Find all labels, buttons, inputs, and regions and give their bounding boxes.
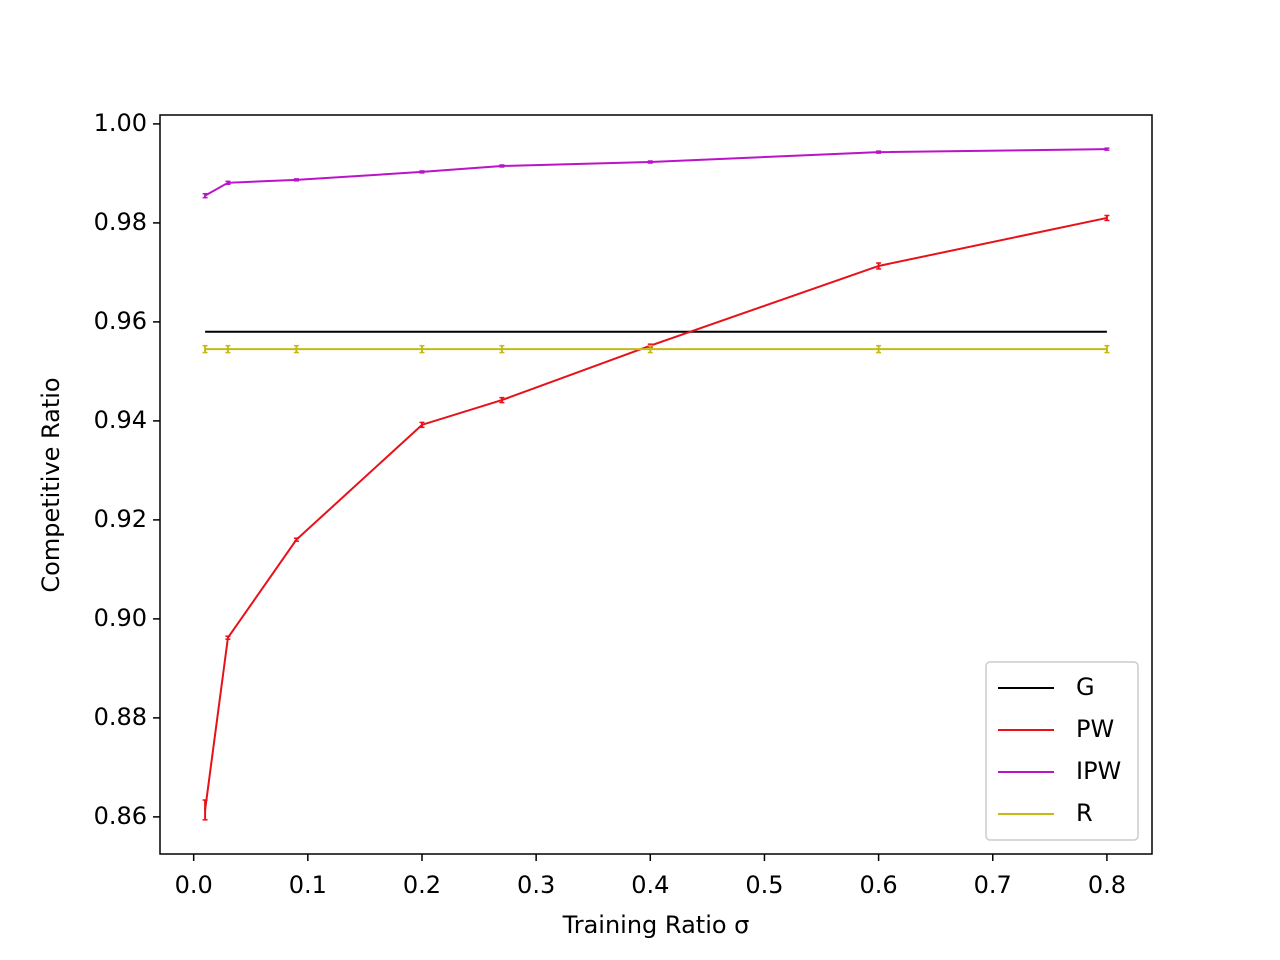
x-tick-label: 0.0 — [175, 871, 213, 899]
legend-box — [985, 661, 1139, 841]
y-tick-label: 1.00 — [94, 109, 147, 137]
y-tick-label: 0.96 — [94, 307, 147, 335]
y-tick-label: 0.92 — [94, 505, 147, 533]
x-tick-label: 0.5 — [745, 871, 783, 899]
x-tick-label: 0.8 — [1088, 871, 1126, 899]
y-axis-label: Competitive Ratio — [37, 377, 65, 592]
data-line — [204, 216, 1108, 811]
y-tick-label: 0.88 — [94, 703, 147, 731]
legend-label: PW — [1076, 715, 1114, 743]
legend-label: R — [1076, 799, 1093, 827]
x-tick-label: 0.7 — [974, 871, 1012, 899]
y-tick-label: 0.98 — [94, 208, 147, 236]
y-tick-label: 0.94 — [94, 406, 147, 434]
data-line — [204, 148, 1107, 197]
x-tick-label: 0.3 — [517, 871, 555, 899]
legend-label: IPW — [1076, 757, 1121, 785]
x-axis-label: Training Ratio σ — [562, 911, 750, 939]
x-tick-label: 0.1 — [289, 871, 327, 899]
x-tick-label: 0.4 — [631, 871, 669, 899]
legend-label: G — [1076, 673, 1095, 701]
x-tick-label: 0.2 — [403, 871, 441, 899]
y-tick-label: 0.90 — [94, 604, 147, 632]
plot-frame — [159, 114, 1153, 855]
y-tick-label: 0.86 — [94, 802, 147, 830]
x-tick-label: 0.6 — [860, 871, 898, 899]
